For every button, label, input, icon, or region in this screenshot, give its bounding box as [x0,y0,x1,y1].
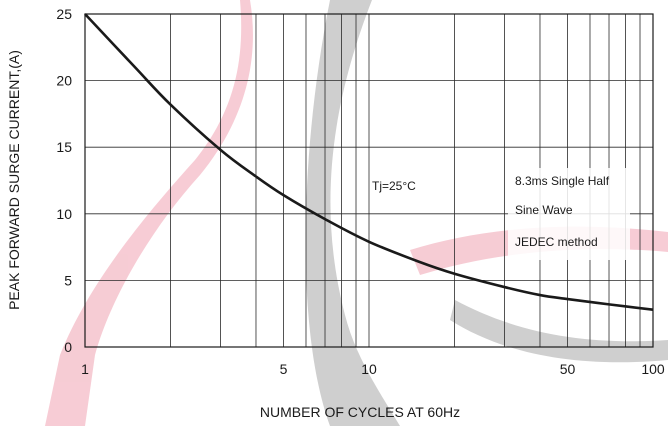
x-axis-title: NUMBER OF CYCLES AT 60Hz [260,404,460,420]
annotation-note-line2: Sine Wave [515,203,573,217]
y-tick-label: 15 [56,139,72,155]
y-tick-label: 5 [64,272,72,288]
y-tick-label: 10 [56,206,72,222]
x-tick-label: 100 [641,361,665,377]
y-tick-labels: 0 5 10 15 20 25 [56,6,72,355]
annotation-box [508,168,630,260]
annotation-note-line1: 8.3ms Single Half [515,174,610,188]
x-tick-label: 10 [361,361,377,377]
plot-frame [84,13,654,348]
annotation-note-line3: JEDEC method [515,235,598,249]
y-tick-label: 25 [56,6,72,22]
x-tick-label: 50 [560,361,576,377]
x-tick-label: 1 [81,361,89,377]
y-tick-label: 0 [64,339,72,355]
x-tick-label: 5 [280,361,288,377]
x-tick-labels: 1 5 10 50 100 [81,361,665,377]
annotation-tj: Tj=25°C [372,179,416,193]
series-line [84,13,654,311]
y-tick-label: 20 [56,73,72,89]
y-axis-title: PEAK FORWARD SURGE CURRENT,(A) [6,50,22,310]
